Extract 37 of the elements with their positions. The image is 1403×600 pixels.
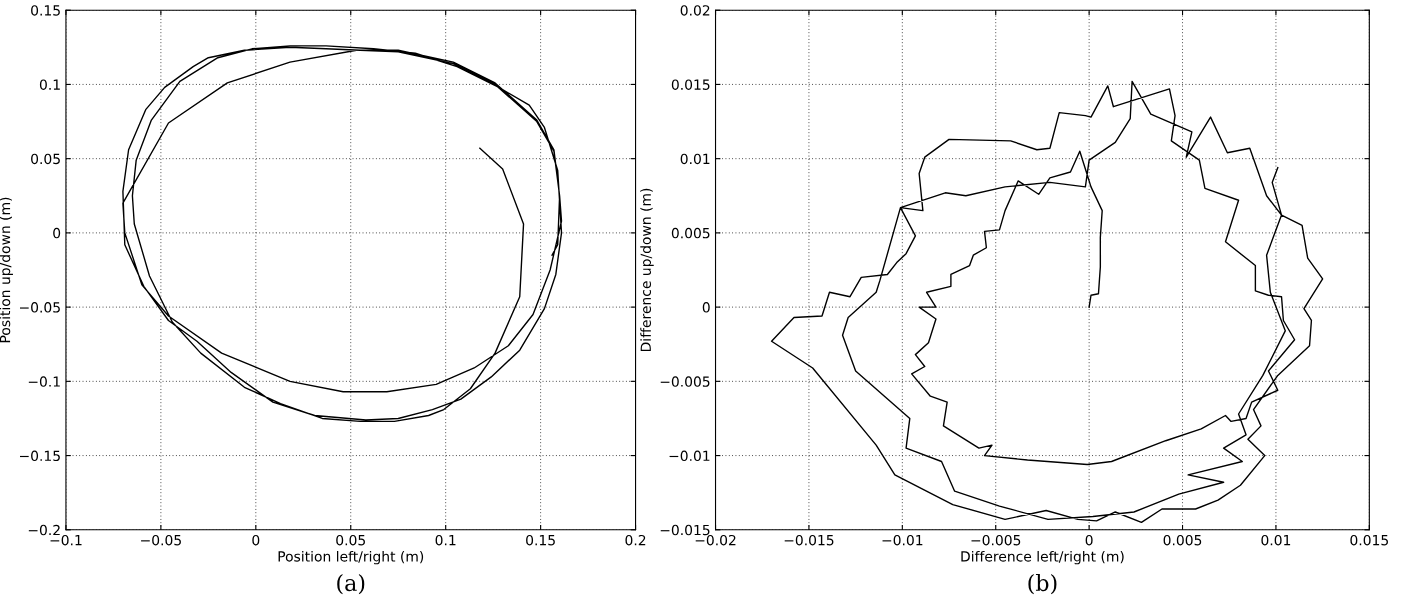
y-tick-label: −0.15 [19, 450, 60, 462]
x-tick-label: 0.05 [336, 534, 365, 546]
y-tick-label: −0.05 [19, 302, 60, 313]
x-tick-label: 0.015 [1350, 534, 1388, 546]
y-tick-label: −0.005 [660, 376, 710, 387]
x-tick-label: −0.02 [695, 534, 736, 546]
x-tick-label: 0 [1085, 534, 1093, 546]
y-axis-title: Difference up/down (m) [640, 188, 654, 352]
y-tick-label: 0.01 [680, 153, 710, 165]
y-tick-label: −0.2 [28, 524, 60, 536]
y-tick-label: 0.05 [31, 153, 60, 165]
x-tick-label: 0 [252, 534, 260, 546]
y-tick-label: 0.02 [680, 5, 710, 16]
y-axis-title: Position up/down (m) [0, 197, 13, 343]
x-axis-title: Difference left/right (m) [961, 550, 1124, 565]
y-tick-label: 0.1 [39, 79, 60, 90]
y-tick-label: 0 [53, 227, 61, 239]
x-tick-label: 0.15 [526, 534, 555, 546]
y-tick-label: 0 [702, 302, 710, 313]
x-axis-title: Position left/right (m) [278, 550, 424, 565]
x-tick-label: 0.01 [1261, 534, 1291, 546]
text: (b) [1028, 573, 1057, 595]
x-tick-label: −0.05 [141, 534, 181, 546]
x-tick-label: −0.015 [784, 534, 834, 546]
y-tick-label: −0.015 [660, 524, 710, 536]
x-tick-label: 0.2 [625, 534, 646, 546]
y-tick-label: −0.1 [28, 376, 60, 387]
y-tick-label: 0.15 [31, 5, 60, 16]
y-tick-label: −0.01 [669, 450, 710, 462]
text: (a) [337, 573, 365, 595]
x-tick-label: −0.1 [50, 534, 82, 546]
x-tick-label: 0.1 [435, 534, 456, 546]
y-tick-label: 0.015 [671, 79, 710, 90]
x-tick-label: −0.01 [882, 534, 923, 546]
x-tick-label: 0.005 [1163, 534, 1202, 546]
x-tick-label: −0.005 [971, 534, 1021, 546]
y-tick-label: 0.005 [671, 227, 710, 239]
